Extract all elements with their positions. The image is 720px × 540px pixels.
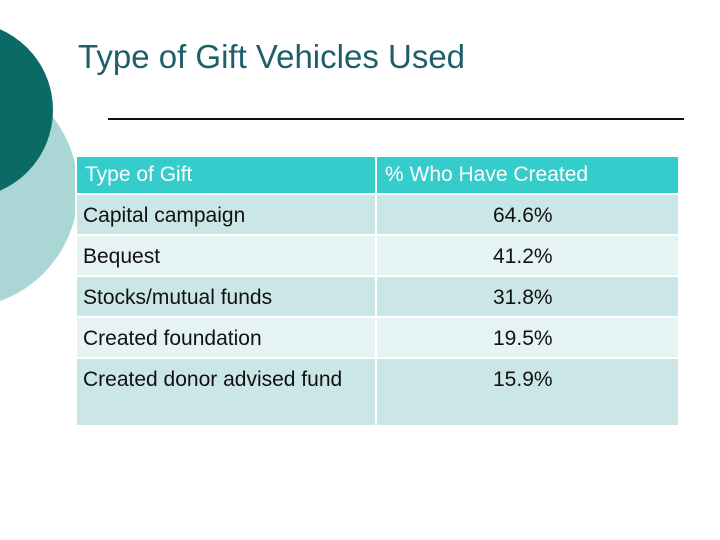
gift-type-cell: Stocks/mutual funds <box>75 275 377 318</box>
table-row: Stocks/mutual funds 31.8% <box>75 275 680 318</box>
header-percent-created: % Who Have Created <box>375 155 680 195</box>
header-type-of-gift: Type of Gift <box>75 155 377 195</box>
percent-cell: 41.2% <box>375 234 680 277</box>
table-row: Created donor advised fund 15.9% <box>75 357 680 427</box>
title-divider <box>108 118 684 120</box>
gift-type-cell: Created donor advised fund <box>75 357 377 427</box>
percent-cell: 19.5% <box>375 316 680 359</box>
percent-cell: 15.9% <box>375 357 680 427</box>
gift-type-cell: Bequest <box>75 234 377 277</box>
table-header-row: Type of Gift % Who Have Created <box>75 155 680 195</box>
percent-cell: 64.6% <box>375 193 680 236</box>
gift-type-cell: Created foundation <box>75 316 377 359</box>
slide-title: Type of Gift Vehicles Used <box>78 38 466 75</box>
table-row: Capital campaign 64.6% <box>75 193 680 236</box>
gift-type-cell: Capital campaign <box>75 193 377 236</box>
table-row: Bequest 41.2% <box>75 234 680 277</box>
table-row: Created foundation 19.5% <box>75 316 680 359</box>
percent-cell: 31.8% <box>375 275 680 318</box>
dark-teal-circle <box>0 29 53 191</box>
gift-vehicles-table: Type of Gift % Who Have Created Capital … <box>75 155 680 427</box>
